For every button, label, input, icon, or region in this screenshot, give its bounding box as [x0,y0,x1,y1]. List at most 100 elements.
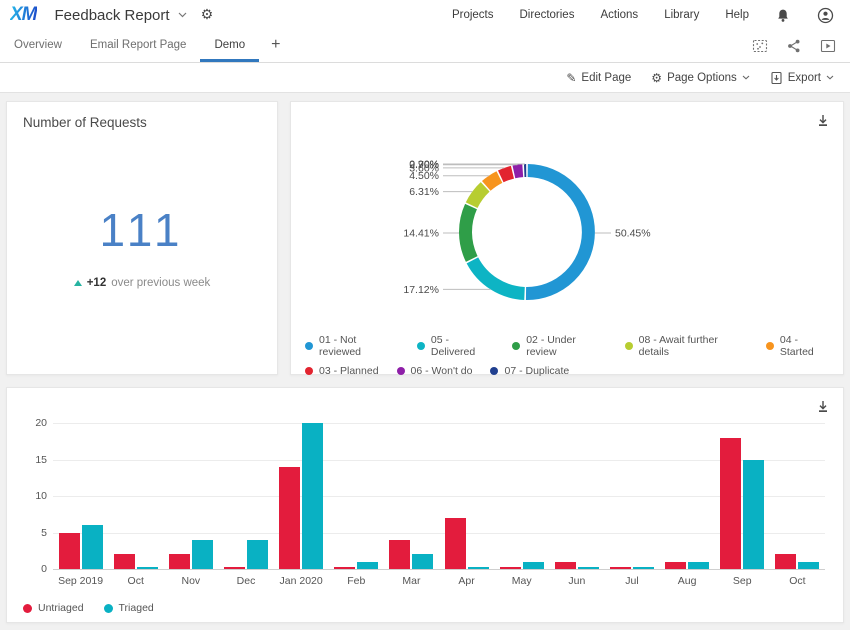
legend-item[interactable]: 07 - Duplicate [490,365,569,377]
xm-logo[interactable]: XM [10,4,37,25]
bar-group [53,424,108,569]
account-avatar-icon[interactable] [817,7,834,24]
y-tick-label: 10 [35,490,47,502]
bar-untriaged[interactable] [609,567,631,569]
tab-overview[interactable]: Overview [14,38,62,51]
report-settings-gear-icon[interactable]: ⚙ [200,7,214,23]
bar-untriaged[interactable] [389,539,411,569]
bar-triaged[interactable] [688,561,710,569]
legend-label: Untriaged [38,602,84,614]
legend-dot [765,342,774,350]
legend-item[interactable]: 06 - Won't do [396,365,472,377]
bar-untriaged[interactable] [334,567,356,569]
donut-segment[interactable] [512,164,524,179]
download-icon[interactable] [816,399,830,413]
bar-triaged[interactable] [302,423,324,569]
share-icon[interactable] [786,38,802,54]
bar-untriaged[interactable] [58,532,80,569]
preview-report-icon[interactable] [752,38,768,54]
bar-untriaged[interactable] [444,517,466,569]
legend-item[interactable]: 05 - Delivered [416,334,494,358]
tab-email-report-page[interactable]: Email Report Page [89,38,187,51]
legend-dot [103,603,113,613]
edit-page-button[interactable]: ✎ Edit Page [566,71,631,85]
legend-item[interactable]: Triaged [103,602,154,614]
legend-item[interactable]: 04 - Started [765,334,833,358]
legend-label: 02 - Under review [526,334,576,358]
nav-actions[interactable]: Actions [600,9,639,21]
donut-segment[interactable] [497,165,515,183]
present-slideshow-icon[interactable] [820,38,836,54]
donut-segment[interactable] [466,257,526,300]
bar-triaged[interactable] [81,525,103,569]
legend-item[interactable]: Untriaged [23,602,84,614]
bar-triaged[interactable] [136,567,158,569]
bar-untriaged[interactable] [168,554,190,569]
page-options-button[interactable]: ⚙ Page Options [651,71,750,85]
bar-group [274,423,329,569]
bar-untriaged[interactable] [720,437,742,569]
page-toolbar: ✎ Edit Page ⚙ Page Options Export [0,63,850,93]
legend-item[interactable]: 03 - Planned [305,365,379,377]
donut-segment[interactable] [481,171,503,191]
bar-triaged[interactable] [412,554,434,569]
legend-label: 05 - Delivered [430,334,476,358]
bar-untriaged[interactable] [775,554,797,569]
bar-triaged[interactable] [357,561,379,569]
bar-triaged[interactable] [743,459,765,569]
bar-untriaged[interactable] [665,561,687,569]
title-chevron-down-icon[interactable] [178,12,187,18]
bar-triaged[interactable] [577,567,599,569]
bar-triaged[interactable] [632,567,654,569]
notifications-bell-icon[interactable] [775,8,791,23]
legend-dot [305,367,313,375]
legend-dot [396,367,405,375]
tab-demo[interactable]: Demo [200,30,260,62]
y-tick-label: 20 [35,417,47,429]
donut-segment[interactable] [459,203,478,262]
nav-library[interactable]: Library [664,9,700,21]
bar-untriaged[interactable] [554,561,576,569]
bar-triaged[interactable] [798,561,820,569]
legend-label: 03 - Planned [319,365,379,377]
donut-percent-label: 6.31% [409,186,439,198]
donut-segment[interactable] [465,182,490,209]
x-tick-label: Sep [732,575,752,587]
legend-dot [305,342,313,350]
bar-chart-x-axis: Sep 2019 Oct Nov Dec Jan 2020 Feb Mar Apr May Jun… [53,575,825,587]
x-tick-label: May [511,575,532,587]
bar-triaged[interactable] [191,539,213,569]
bar-untriaged[interactable] [113,554,135,569]
donut-segment[interactable] [525,164,595,300]
legend-dot [416,342,425,350]
bar-triaged[interactable] [246,539,268,569]
bar-untriaged[interactable] [223,567,245,569]
nav-directories[interactable]: Directories [519,9,575,21]
bar-group [494,424,549,569]
x-tick-label: Oct [789,575,806,587]
legend-item[interactable]: 01 - Not reviewed [305,334,399,358]
bar-untriaged[interactable] [279,466,301,569]
bar-triaged[interactable] [522,561,544,569]
legend-item[interactable]: 02 - Under review [512,334,606,358]
nav-help[interactable]: Help [725,9,749,21]
edit-page-label: Edit Page [581,71,632,84]
bar-untriaged[interactable] [499,567,521,569]
bar-triaged[interactable] [467,567,489,569]
nav-projects[interactable]: Projects [451,9,494,21]
legend-item[interactable]: 08 - Await further details [624,334,748,358]
bar-group [770,424,825,569]
add-page-button[interactable]: + [271,35,281,53]
y-tick-label: 15 [35,453,47,466]
legend-label: 07 - Duplicate [504,365,570,377]
page-options-label: Page Options [667,71,737,84]
download-icon[interactable] [816,113,830,127]
bar-group [439,424,494,569]
gridline [53,496,825,497]
donut-percent-label: 0.90% [409,159,439,171]
report-title[interactable]: Feedback Report [54,6,170,24]
export-label: Export [787,71,821,84]
export-button[interactable]: Export [770,71,834,85]
page-tab-bar: Overview Email Report Page Demo + [0,30,850,63]
delta-value: +12 [86,276,107,289]
